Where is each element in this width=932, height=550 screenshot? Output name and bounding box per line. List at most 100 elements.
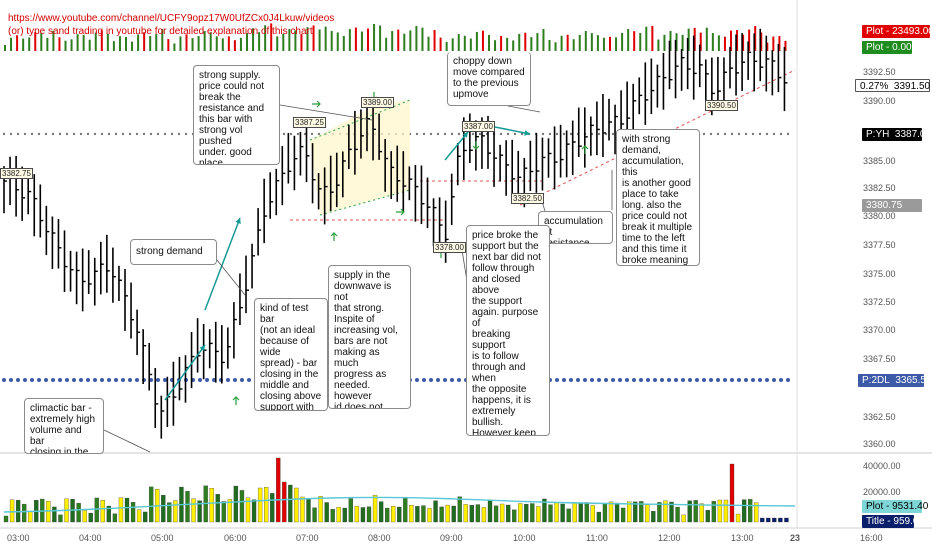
volume-bar [608, 501, 614, 523]
volume-bar [215, 494, 220, 523]
indicator-bar [149, 35, 152, 51]
indicator-bar [530, 37, 533, 51]
p2dl-dot [240, 378, 244, 382]
volume-bar [276, 457, 281, 523]
pyh-dot [555, 132, 559, 136]
indicator-bar [711, 33, 714, 51]
pyh-dot [758, 132, 762, 136]
p2dl-dot [625, 378, 629, 382]
price-label-3378: 3378.00 [433, 242, 466, 253]
volume-bar [312, 507, 317, 523]
indicator-bar [566, 34, 569, 51]
indicator-bars [4, 23, 787, 51]
indicator-bar [717, 35, 720, 51]
volume-bar [633, 501, 638, 523]
p2dl-dot [450, 378, 454, 382]
note-strong-demand[interactable]: strong demand [130, 239, 217, 265]
indicator-bar [52, 30, 55, 51]
price-label-3390-50: 3390.50 [705, 100, 738, 111]
volume-bar [766, 517, 771, 523]
pyh-dot [65, 132, 69, 136]
pyh-dot [30, 132, 34, 136]
indicator-bar [82, 34, 85, 51]
note-strong-demand-accumulation[interactable]: with strong demand, accumulation, this i… [616, 129, 700, 266]
pyh-dot [93, 132, 97, 136]
volume-bar [693, 500, 698, 523]
volume-bar [445, 504, 450, 523]
volume-bar [112, 513, 118, 523]
pyh-dot [520, 132, 524, 136]
volume-bar [530, 503, 535, 523]
note-price-broke[interactable]: price broke the support but the next bar… [466, 225, 550, 436]
volume-bar [512, 509, 517, 523]
p2dl-dot [744, 378, 748, 382]
volume-bars [3, 457, 796, 523]
price-label-3387: 3387.00 [462, 121, 495, 132]
pyh-dot [765, 132, 769, 136]
pyh-dot [457, 132, 461, 136]
p2dl-dot [695, 378, 699, 382]
indicator-bar [415, 26, 418, 51]
indicator-bar [360, 31, 363, 51]
time-1300: 13:00 [731, 533, 754, 543]
volume-bar [723, 499, 729, 523]
note-test-bar[interactable]: kind of test bar (not an ideal because o… [254, 298, 328, 411]
volume-bar [560, 503, 565, 523]
volume-bar [651, 511, 656, 523]
indicator-bar [143, 32, 146, 51]
indicator-bar [348, 29, 351, 51]
volume-bar [161, 495, 166, 523]
indicator-bar [463, 35, 466, 51]
time-1600: 16:00 [860, 533, 883, 543]
indicator-bar [548, 39, 551, 51]
volume-bar [669, 501, 674, 523]
indicator-bar [784, 40, 787, 51]
time-1100: 11:00 [586, 533, 608, 543]
pyh-value: 3387.00 [894, 129, 932, 140]
indicator-bar [560, 35, 563, 51]
indicator-bar [282, 33, 285, 51]
volume-bar [306, 498, 311, 523]
indicator-bar [252, 28, 255, 51]
volume-bar [330, 509, 335, 523]
volume-bar [645, 504, 650, 523]
youtube-url[interactable]: https://www.youtube.com/channel/UCFY9opz… [8, 13, 335, 24]
youtube-hint: (or) type sand trading in youtube for de… [8, 26, 316, 37]
indicator-bar [451, 38, 454, 51]
note-supply-downwave[interactable]: supply in the downwave is not that stron… [328, 265, 411, 409]
note-strong-supply[interactable]: strong supply. price could not break the… [193, 65, 280, 165]
p2dl-dot [674, 378, 678, 382]
note-climactic-bar[interactable]: climactic bar - extremely high volume an… [24, 398, 104, 454]
vol-tick-40000: 40000.00 [863, 461, 901, 471]
p2dl-dot [611, 378, 615, 382]
indicator-bar [397, 29, 400, 51]
vol-plot-value: 9531.40 [892, 501, 929, 512]
pyh-dot [79, 132, 83, 136]
volume-bar [639, 501, 644, 523]
volume-bar [457, 496, 462, 523]
volume-bar [397, 506, 402, 523]
indicator-bar [300, 34, 303, 51]
note-choppy-down[interactable]: choppy down move compared to the previou… [447, 52, 531, 106]
indicator-bar [633, 31, 636, 51]
indicator-bar [203, 31, 206, 51]
indicator-bar [494, 40, 497, 51]
indicator-bar [137, 34, 140, 51]
note-accumulation[interactable]: accumulation at resistance [538, 211, 613, 244]
indicator-bar [578, 34, 581, 51]
volume-bar [554, 502, 559, 523]
pyh-label: P:YH [866, 129, 890, 140]
pyh-dot [289, 132, 293, 136]
indicator-bar [596, 35, 599, 51]
pyh-dot [317, 132, 321, 136]
pyh-dot [513, 132, 517, 136]
indicator-bar [536, 33, 539, 51]
indicator-bar [336, 32, 339, 51]
time-0500: 05:00 [151, 533, 174, 543]
indicator-bar [161, 29, 164, 51]
indicator-bar [306, 27, 309, 51]
pyh-dot [597, 132, 601, 136]
volume-bar [185, 491, 190, 523]
volume-bar [675, 506, 680, 523]
indicator-bar [723, 36, 726, 51]
